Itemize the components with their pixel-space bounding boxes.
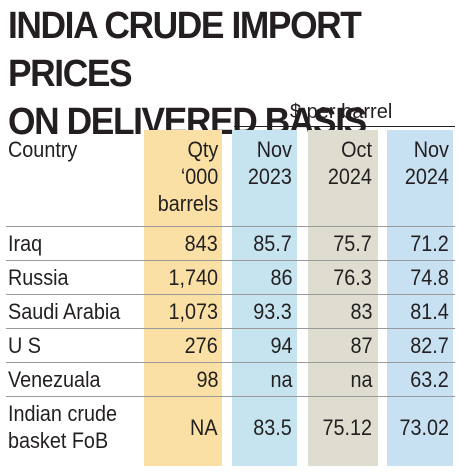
cell-oct-2024: 87 <box>349 333 372 358</box>
row-country-name-line-1: Russia <box>8 265 69 290</box>
cell-nov-2023: 85.7 <box>253 231 292 256</box>
header-country: Country <box>8 137 78 162</box>
row-separator <box>6 328 455 329</box>
cell-nov-2023: 86 <box>269 265 292 290</box>
row-country-name-line-2: basket FoB <box>8 428 109 453</box>
cell-nov-2024: 63.2 <box>410 367 449 392</box>
header-oct-2024-line-2: 2024 <box>327 164 372 189</box>
row-country-name-line-1: Saudi Arabia <box>8 299 121 324</box>
row-country-name: U S <box>8 332 41 359</box>
cell-nov-2024: 73.02 <box>399 415 449 440</box>
chart-title: INDIA CRUDE IMPORT PRICES ON DELIVERED B… <box>8 2 422 146</box>
header-oct-2024-line-1: Oct <box>341 137 372 162</box>
row-separator <box>6 396 455 397</box>
cell-nov-2024: 82.7 <box>410 333 449 358</box>
row-separator <box>6 362 455 363</box>
cell-oct-2024: 75.7 <box>333 231 372 256</box>
row-country-name-line-1: Iraq <box>8 231 43 256</box>
unit-label: $ per barrel <box>290 101 393 123</box>
cell-qty: 276 <box>184 333 218 358</box>
header-qty-line-1: Qty <box>187 137 218 162</box>
header-nov-2024-line-1: Nov <box>413 137 449 162</box>
cell-nov-2023: 93.3 <box>253 299 292 324</box>
row-country-name-line-1: Indian crude <box>8 401 117 426</box>
header-nov-2023: Nov 2023 <box>248 136 292 190</box>
nov-2023-column-background <box>232 130 297 466</box>
row-country-name-line-1: U S <box>8 333 42 358</box>
cell-oct-2024: 76.3 <box>333 265 372 290</box>
header-nov-2024-line-2: 2024 <box>404 164 449 189</box>
row-country-name: Indian crude basket FoB <box>8 400 117 454</box>
cell-qty: 1,073 <box>168 299 218 324</box>
header-nov-2023-line-1: Nov <box>256 137 292 162</box>
qty-column-background <box>144 130 222 466</box>
row-country-name: Iraq <box>8 230 42 257</box>
cell-oct-2024: na <box>349 367 372 392</box>
header-nov-2023-line-2: 2023 <box>247 164 292 189</box>
row-separator <box>6 226 455 227</box>
cell-nov-2023: 94 <box>269 333 292 358</box>
cell-qty: NA <box>190 415 218 440</box>
row-country-name-line-1: Venezuala <box>8 367 101 392</box>
row-separator <box>6 260 455 261</box>
unit-rule <box>234 126 455 127</box>
header-oct-2024: Oct 2024 <box>328 136 372 190</box>
row-country-name: Venezuala <box>8 366 100 393</box>
cell-qty: 1,740 <box>168 265 218 290</box>
header-qty-line-3: barrels <box>157 191 218 216</box>
cell-nov-2024: 71.2 <box>410 231 449 256</box>
header-qty: Qty ‘000 barrels <box>157 136 218 217</box>
cell-nov-2024: 81.4 <box>410 299 449 324</box>
cell-qty: 98 <box>195 367 218 392</box>
cell-nov-2023: 83.5 <box>253 415 292 440</box>
title-line-1: INDIA CRUDE IMPORT PRICES <box>8 5 362 95</box>
header-nov-2024: Nov 2024 <box>405 136 449 190</box>
oct-2024-column-background <box>308 130 378 466</box>
cell-nov-2023: na <box>269 367 292 392</box>
row-country-name: Russia <box>8 264 69 291</box>
row-separator <box>6 294 455 295</box>
cell-qty: 843 <box>184 231 218 256</box>
header-qty-line-2: ‘000 <box>180 164 218 189</box>
cell-oct-2024: 83 <box>349 299 372 324</box>
nov-2024-column-background <box>387 130 453 466</box>
row-country-name: Saudi Arabia <box>8 298 120 325</box>
cell-oct-2024: 75.12 <box>322 415 372 440</box>
cell-nov-2024: 74.8 <box>410 265 449 290</box>
